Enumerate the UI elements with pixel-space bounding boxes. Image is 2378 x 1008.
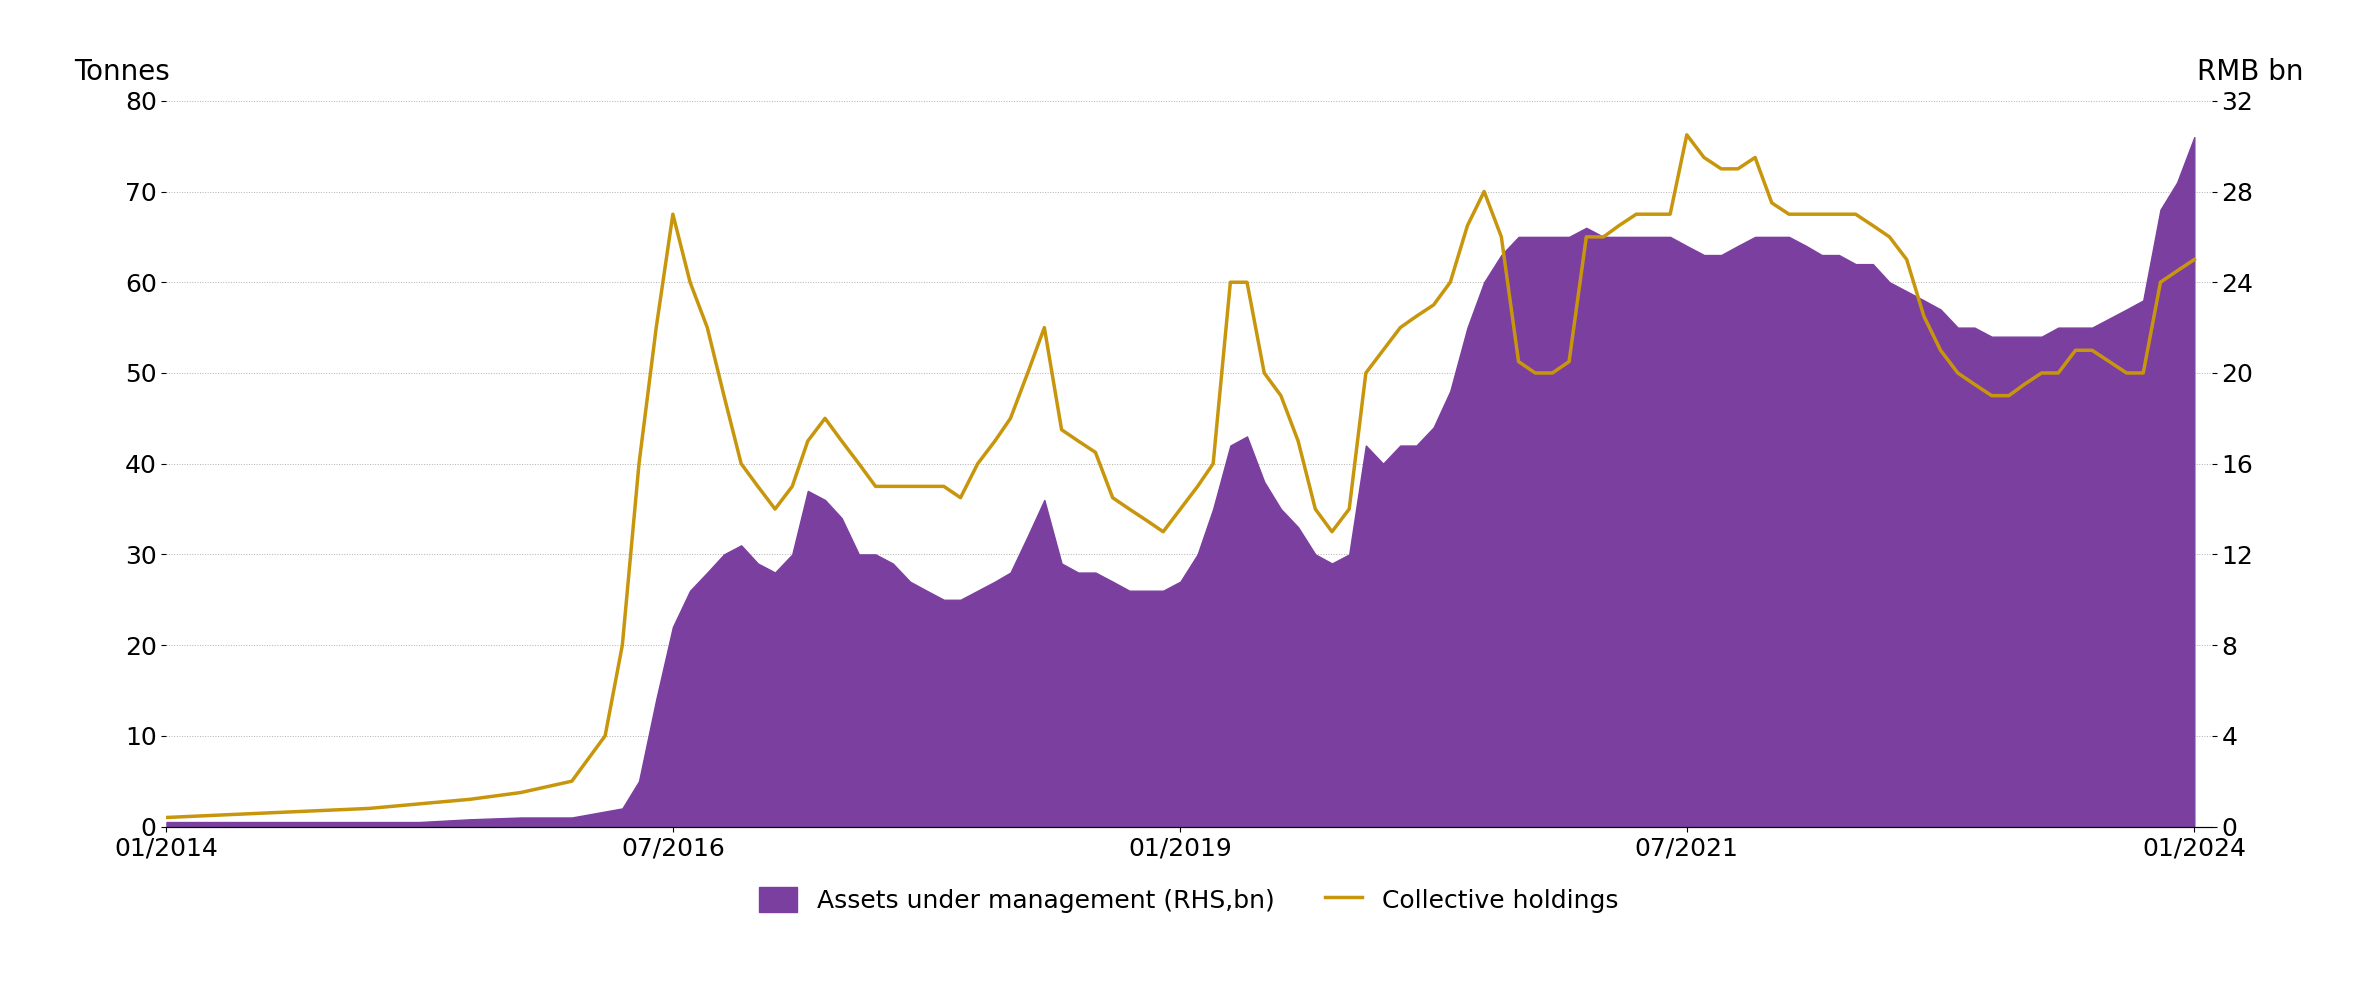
Text: RMB bn: RMB bn bbox=[2197, 58, 2304, 87]
Text: Tonnes: Tonnes bbox=[74, 58, 171, 87]
Legend: Assets under management (RHS,bn), Collective holdings: Assets under management (RHS,bn), Collec… bbox=[749, 877, 1629, 923]
